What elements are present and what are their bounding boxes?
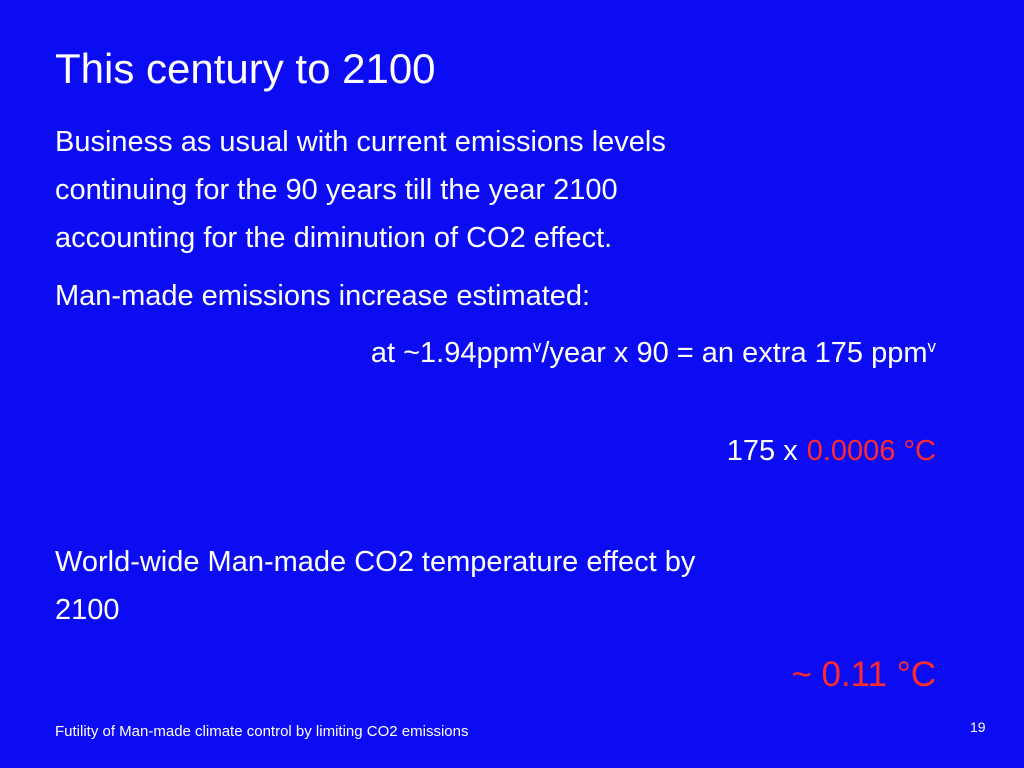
paragraph-line: continuing for the 90 years till the yea… bbox=[55, 174, 618, 206]
equation-text: /year x 90 = an extra 175 ppm bbox=[541, 337, 928, 369]
equation-text: 175 x bbox=[726, 435, 798, 467]
equation: at ~1.94ppmv/year x 90 = an extra 175 pp… bbox=[370, 337, 937, 369]
superscript: v bbox=[532, 337, 542, 356]
paragraph-line: World-wide Man-made CO2 temperature effe… bbox=[55, 546, 696, 578]
paragraph-line: Business as usual with current emissions… bbox=[55, 126, 666, 158]
highlight-value: 0.0006 °C bbox=[806, 435, 936, 467]
equation: 175 x 0.0006 °C bbox=[727, 437, 936, 466]
paragraph-line: accounting for the diminution of CO2 eff… bbox=[55, 222, 613, 254]
equation-text: at ~1.94ppm bbox=[370, 337, 533, 369]
paragraph-line: 2100 bbox=[55, 594, 120, 626]
superscript: v bbox=[927, 337, 937, 356]
slide-number: 19 bbox=[970, 719, 986, 735]
slide-title: This century to 2100 bbox=[55, 45, 436, 92]
paragraph: Man-made emissions increase estimated: bbox=[55, 280, 591, 312]
result: ~ 0.11 °C bbox=[791, 655, 936, 694]
footer: Futility of Man-made climate control by … bbox=[55, 723, 469, 740]
